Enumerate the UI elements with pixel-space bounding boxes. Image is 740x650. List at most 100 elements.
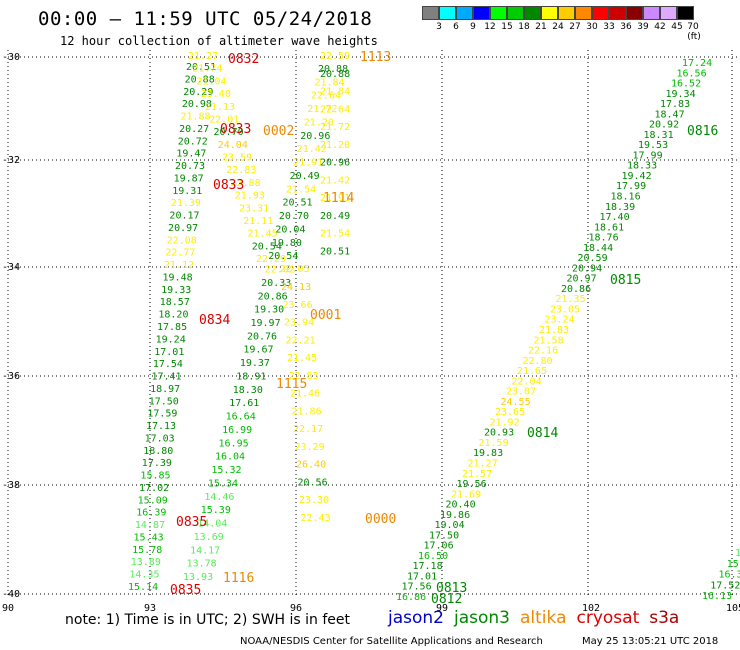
swh-reading: 20.51	[282, 198, 312, 209]
swh-reading: 23.07	[506, 387, 536, 398]
pass-time-label: 0815	[610, 273, 641, 288]
swh-reading: 22.02	[265, 265, 295, 276]
latitude-label: -38	[2, 480, 20, 491]
swh-reading: 20.93	[484, 428, 514, 439]
swh-reading: 21.83	[539, 325, 569, 336]
swh-reading: 23.24	[545, 315, 575, 326]
swh-reading: 19.83	[473, 448, 503, 459]
pass-time-label: 1116	[223, 571, 254, 586]
swh-reading: 22.04	[512, 376, 542, 387]
swh-reading: 17.39	[142, 458, 172, 469]
satellite-name-jason3: jason3	[454, 608, 510, 628]
swh-reading: 19.67	[243, 345, 273, 356]
swh-reading: 21.86	[292, 406, 322, 417]
satellite-name-s3a: s3a	[649, 608, 680, 628]
swh-reading: 19.86	[440, 510, 470, 521]
swh-reading: 17.52	[710, 580, 740, 591]
satellite-legend: jason2 jason3 altika cryosat s3a	[388, 608, 689, 628]
swh-reading: 21.45	[248, 229, 278, 240]
swh-reading: 22.59	[320, 51, 350, 62]
swh-reading: 22.29	[256, 254, 286, 265]
page-subtitle: 12 hour collection of altimeter wave hei…	[60, 34, 378, 48]
legend-label: 6	[453, 22, 459, 32]
swh-reading: 19.48	[163, 272, 193, 283]
swh-reading: 21.54	[320, 229, 350, 240]
swh-reading: 20.96	[320, 158, 350, 169]
legend-label: 12	[484, 22, 496, 32]
swh-reading: 21.20	[304, 117, 334, 128]
swh-reading: 21.88	[180, 112, 210, 123]
legend-label: 24	[552, 22, 564, 32]
swh-reading: 13.89	[131, 557, 161, 568]
swh-reading: 16.50	[418, 551, 448, 562]
swh-reading: 23.31	[239, 203, 269, 214]
swh-reading: 24.55	[501, 397, 531, 408]
swh-reading: 24.04	[218, 140, 248, 151]
swh-reading: 16.86	[396, 592, 426, 603]
swh-reading: 22.77	[165, 248, 195, 259]
legend-label: 27	[569, 22, 581, 32]
swh-reading: 21.72	[320, 122, 350, 133]
swh-reading: 18.20	[158, 310, 188, 321]
swh-reading: 20.70	[279, 211, 309, 222]
swh-reading: 22.83	[226, 165, 256, 176]
satellite-name-jason2: jason2	[388, 608, 444, 628]
credit-text: NOAA/NESDIS Center for Satellite Applica…	[240, 636, 543, 647]
swh-reading: 17.01	[154, 347, 184, 358]
swh-reading: 18.39	[605, 202, 635, 213]
swh-reading: 20.51	[186, 62, 216, 73]
longitude-label: 90	[2, 603, 14, 614]
swh-reading: 17.18	[413, 561, 443, 572]
swh-reading: 19.80	[272, 238, 302, 249]
swh-reading: 20.88	[185, 74, 215, 85]
pass-time-label: 0833	[220, 122, 251, 137]
swh-reading: 16.04	[215, 452, 245, 463]
swh-reading: 17.02	[139, 483, 169, 494]
swh-reading: 18.16	[611, 192, 641, 203]
swh-reading: 20.97	[567, 274, 597, 285]
swh-reading: 15.34	[208, 478, 238, 489]
swh-reading: 18.57	[160, 297, 190, 308]
swh-reading: 17.50	[429, 530, 459, 541]
swh-reading: 18.33	[627, 161, 657, 172]
legend-swatch	[456, 6, 473, 20]
swh-reading: 19.42	[622, 171, 652, 182]
swh-reading: 17.56	[402, 582, 432, 593]
swh-reading: 20.04	[275, 224, 305, 235]
latitude-label: -30	[2, 52, 20, 63]
swh-reading: 15.39	[201, 505, 231, 516]
legend-swatch	[422, 6, 439, 20]
pass-time-label: 0000	[365, 512, 396, 527]
swh-reading: 21.72	[307, 104, 337, 115]
pass-time-label: 1114	[323, 191, 354, 206]
latitude-label: -34	[2, 262, 20, 273]
swh-reading: 22.21	[286, 335, 316, 346]
swh-reading: 21.91	[320, 193, 350, 204]
swh-reading: 21.58	[534, 335, 564, 346]
swh-reading: 17.50	[149, 396, 179, 407]
swh-reading: 21.27	[188, 51, 218, 62]
color-legend-bar	[422, 6, 694, 20]
swh-reading: 21.65	[517, 366, 547, 377]
swh-reading: 14.46	[204, 492, 234, 503]
legend-swatch	[660, 6, 677, 20]
pass-time-label: 1115	[276, 377, 307, 392]
swh-reading: 18.61	[594, 222, 624, 233]
legend-swatch	[490, 6, 507, 20]
swh-reading: 21.13	[205, 102, 235, 113]
swh-reading: 20.59	[578, 253, 608, 264]
swh-reading: 24.13	[281, 282, 311, 293]
swh-reading: 20.56	[298, 477, 328, 488]
swh-reading: 15.09	[138, 495, 168, 506]
swh-reading: 16.34	[719, 570, 740, 581]
swh-reading: 22.64	[320, 104, 350, 115]
longitude-label: 93	[144, 603, 156, 614]
swh-reading: 23.30	[299, 495, 329, 506]
swh-reading: 17.41	[151, 372, 181, 383]
legend-label: 36	[620, 22, 632, 32]
swh-reading: 16.52	[671, 79, 701, 90]
swh-reading: 23.29	[295, 442, 325, 453]
swh-reading: 20.76	[247, 331, 277, 342]
